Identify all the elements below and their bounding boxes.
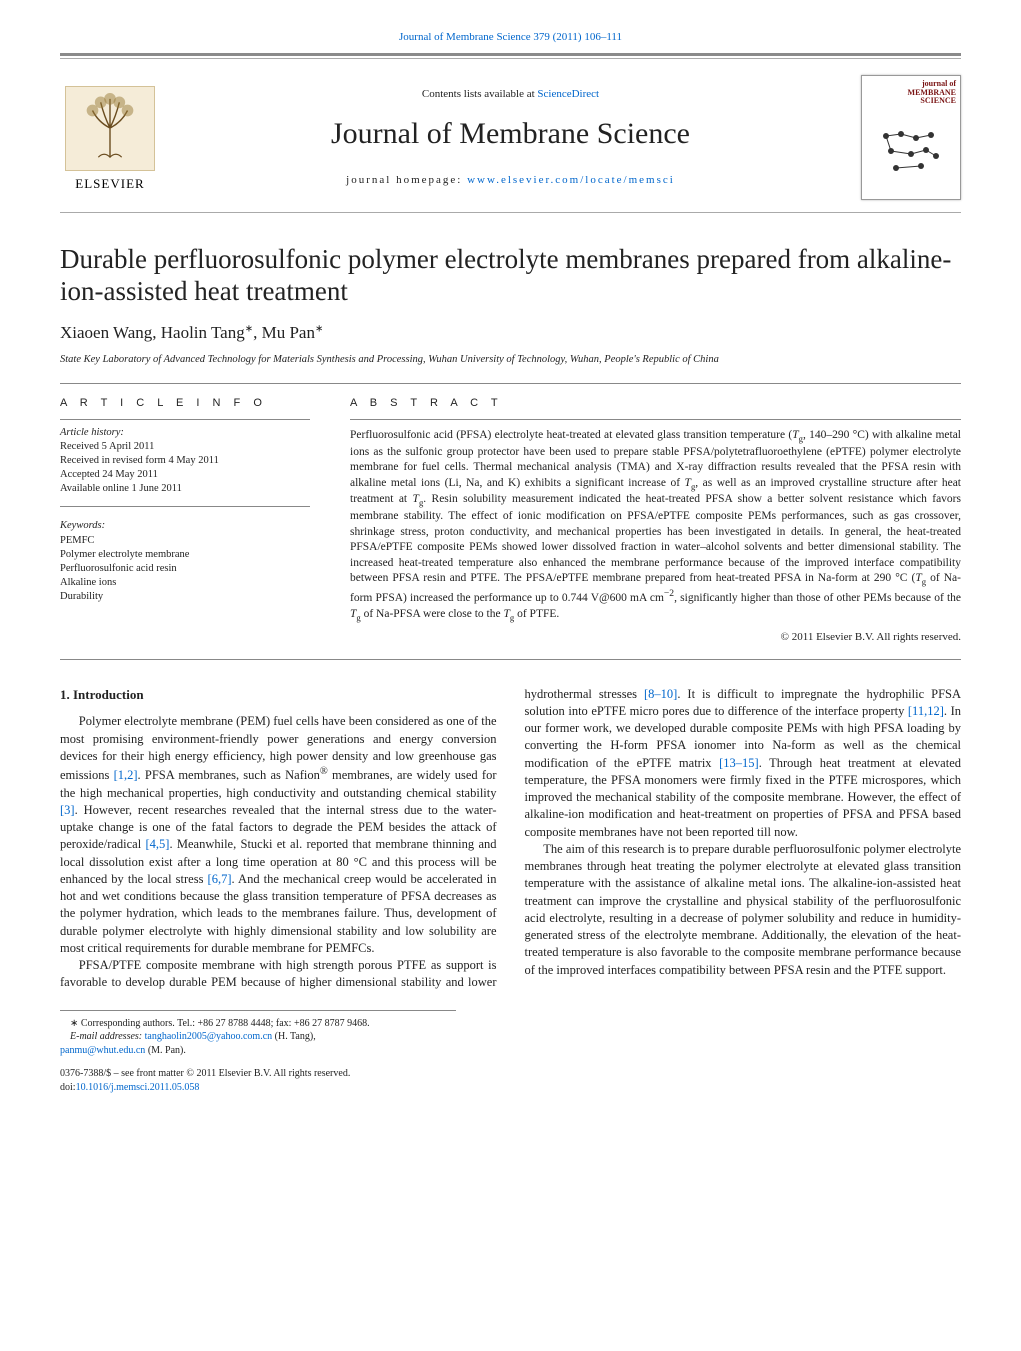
- keyword: Durability: [60, 590, 310, 604]
- body-paragraph: The aim of this research is to prepare d…: [525, 841, 962, 979]
- homepage-link[interactable]: www.elsevier.com/locate/memsci: [467, 174, 675, 186]
- body-columns: 1. Introduction Polymer electrolyte memb…: [60, 686, 961, 992]
- citation-ref-link[interactable]: [1,2]: [114, 768, 138, 782]
- email-link[interactable]: panmu@whut.edu.cn: [60, 1045, 145, 1056]
- masthead-center: Contents lists available at ScienceDirec…: [178, 87, 843, 187]
- article-title: Durable perfluorosulfonic polymer electr…: [60, 243, 961, 308]
- citation-ref-link[interactable]: [6,7]: [208, 872, 232, 886]
- rule-thin: [60, 58, 961, 59]
- keyword: PEMFC: [60, 534, 310, 548]
- citation-ref-link[interactable]: [3]: [60, 803, 75, 817]
- running-header: Journal of Membrane Science 379 (2011) 1…: [60, 30, 961, 45]
- abstract-text: of Na-PFSA were close to the: [361, 608, 504, 620]
- article-meta-row: A R T I C L E I N F O Article history: R…: [60, 383, 961, 660]
- journal-cover-thumbnail: journal of MEMBRANE SCIENCE: [861, 75, 961, 200]
- rule: [60, 212, 961, 213]
- article-info-block: A R T I C L E I N F O Article history: R…: [60, 396, 310, 645]
- footnotes-block: ∗ Corresponding authors. Tel.: +86 27 87…: [60, 1010, 456, 1058]
- registered-mark: ®: [320, 766, 328, 777]
- body-paragraph: Polymer electrolyte membrane (PEM) fuel …: [60, 713, 497, 957]
- footnote-text: (M. Pan).: [145, 1045, 186, 1056]
- contents-prefix: Contents lists available at: [422, 88, 537, 100]
- homepage-prefix: journal homepage:: [346, 174, 467, 186]
- citation-ref-link[interactable]: [8–10]: [644, 687, 677, 701]
- email-addresses-line: E-mail addresses: tanghaolin2005@yahoo.c…: [60, 1030, 456, 1044]
- abstract-text: Perfluorosulfonic acid (PFSA) electrolyt…: [350, 429, 792, 441]
- copyright-block: 0376-7388/$ – see front matter © 2011 El…: [60, 1067, 961, 1094]
- footnote-text: ∗ Corresponding authors. Tel.: +86 27 87…: [70, 1018, 370, 1029]
- email-addresses-line-2: panmu@whut.edu.cn (M. Pan).: [60, 1044, 456, 1058]
- abstract-copyright: © 2011 Elsevier B.V. All rights reserved…: [350, 630, 961, 645]
- history-item: Accepted 24 May 2011: [60, 468, 310, 482]
- issn-line: 0376-7388/$ – see front matter © 2011 El…: [60, 1067, 961, 1081]
- doi-link[interactable]: 10.1016/j.memsci.2011.05.058: [76, 1082, 200, 1093]
- corresponding-author-note: ∗ Corresponding authors. Tel.: +86 27 87…: [60, 1017, 456, 1031]
- abstract-text: of PTFE.: [514, 608, 559, 620]
- citation-ref-link[interactable]: [13–15]: [719, 756, 759, 770]
- masthead: ELSEVIER Contents lists available at Sci…: [60, 71, 961, 208]
- corresponding-asterisk: ∗: [245, 323, 253, 334]
- rule: [60, 506, 310, 507]
- cover-title-line3: SCIENCE: [920, 96, 956, 105]
- keyword: Alkaline ions: [60, 576, 310, 590]
- footnote-text: (H. Tang),: [272, 1031, 316, 1042]
- abstract-text: . Resin solubility measurement indicated…: [350, 493, 961, 584]
- history-item: Received in revised form 4 May 2011: [60, 454, 310, 468]
- abstract-heading: A B S T R A C T: [350, 396, 961, 411]
- email-label: E-mail addresses:: [70, 1031, 145, 1042]
- rule: [350, 419, 961, 420]
- history-item: Received 5 April 2011: [60, 440, 310, 454]
- contents-available-line: Contents lists available at ScienceDirec…: [178, 87, 843, 102]
- section-heading-intro: 1. Introduction: [60, 686, 497, 704]
- sciencedirect-link[interactable]: ScienceDirect: [537, 88, 599, 100]
- cover-art-icon: [866, 106, 956, 195]
- journal-homepage-line: journal homepage: www.elsevier.com/locat…: [178, 173, 843, 188]
- publisher-name: ELSEVIER: [75, 175, 144, 193]
- citation-ref-link[interactable]: [4,5]: [146, 837, 170, 851]
- corresponding-asterisk: ∗: [315, 323, 323, 334]
- journal-name: Journal of Membrane Science: [178, 114, 843, 155]
- citation-link[interactable]: Journal of Membrane Science 379 (2011) 1…: [399, 31, 622, 43]
- cover-title-line2: MEMBRANE: [908, 88, 956, 97]
- keyword: Polymer electrolyte membrane: [60, 548, 310, 562]
- abstract-body: Perfluorosulfonic acid (PFSA) electrolyt…: [350, 428, 961, 624]
- affiliation: State Key Laboratory of Advanced Technol…: [60, 353, 961, 367]
- history-label: Article history:: [60, 426, 310, 440]
- authors-text-1: Xiaoen Wang, Haolin Tang: [60, 323, 245, 342]
- history-item: Available online 1 June 2011: [60, 482, 310, 496]
- rule-thick: [60, 53, 961, 56]
- keywords-label: Keywords:: [60, 519, 310, 533]
- email-link[interactable]: tanghaolin2005@yahoo.com.cn: [145, 1031, 273, 1042]
- article-info-heading: A R T I C L E I N F O: [60, 396, 310, 411]
- keyword: Perfluorosulfonic acid resin: [60, 562, 310, 576]
- rule: [60, 419, 310, 420]
- doi-line: doi:10.1016/j.memsci.2011.05.058: [60, 1081, 961, 1095]
- doi-prefix: doi:: [60, 1082, 76, 1093]
- authors-line: Xiaoen Wang, Haolin Tang∗, Mu Pan∗: [60, 322, 961, 345]
- abstract-text: , significantly higher than those of oth…: [674, 592, 961, 604]
- publisher-logo: ELSEVIER: [60, 82, 160, 192]
- citation-ref-link[interactable]: [11,12]: [908, 704, 944, 718]
- cover-title-line1: journal of: [922, 79, 956, 88]
- elsevier-tree-icon: [65, 86, 155, 171]
- cover-title: journal of MEMBRANE SCIENCE: [866, 80, 956, 106]
- body-text: . PFSA membranes, such as Nafion: [138, 768, 320, 782]
- abstract-block: A B S T R A C T Perfluorosulfonic acid (…: [350, 396, 961, 645]
- authors-text-2: , Mu Pan: [253, 323, 315, 342]
